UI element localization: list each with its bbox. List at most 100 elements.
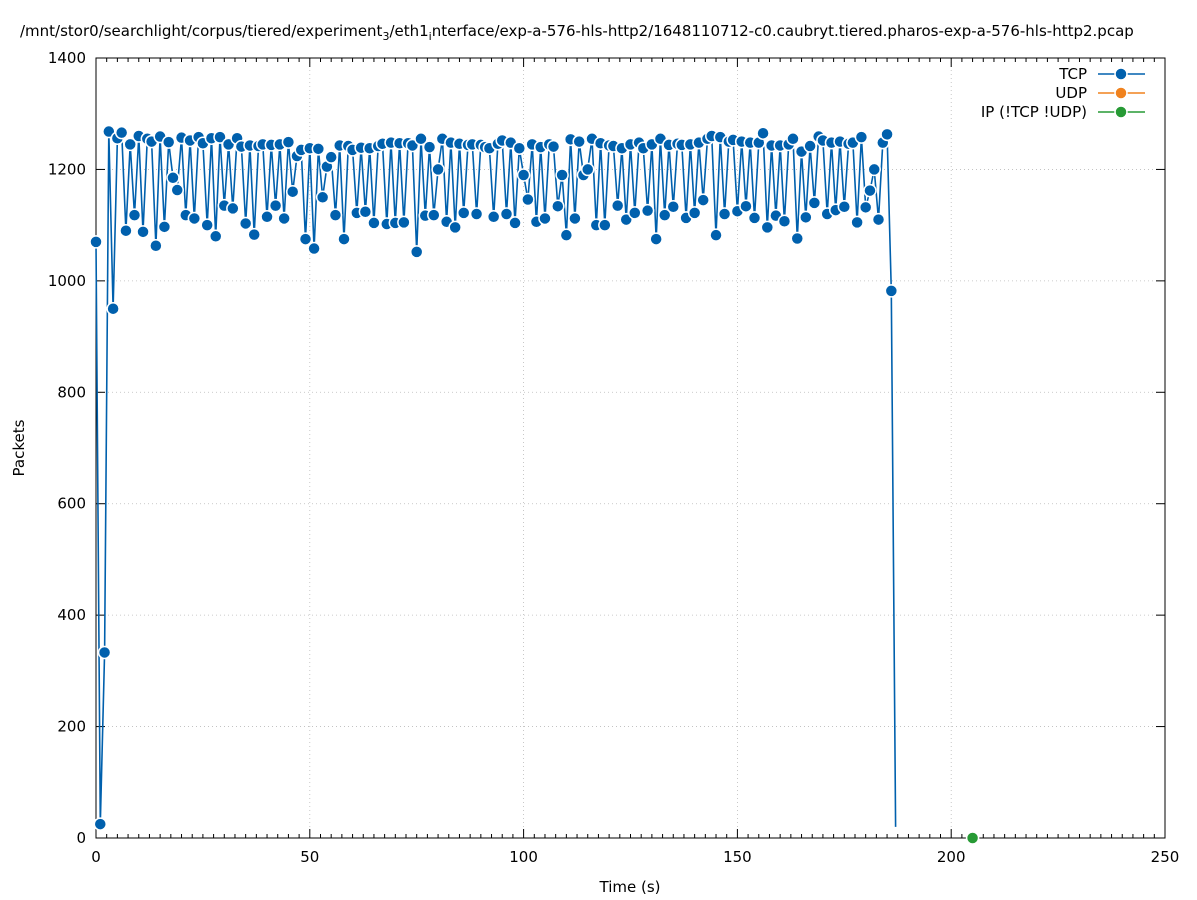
data-point (777, 214, 792, 228)
data-point (409, 245, 424, 259)
x-tick-label-3: 150 (723, 848, 752, 866)
data-point (871, 212, 886, 227)
y-tick-label-3: 600 (57, 495, 86, 513)
x-tick-label-4: 200 (937, 848, 966, 866)
data-point (315, 190, 330, 205)
data-point (867, 162, 881, 177)
data-point (880, 127, 894, 142)
data-point (337, 232, 351, 246)
data-point (512, 141, 527, 156)
data-point (93, 817, 108, 831)
data-point (298, 232, 313, 246)
y-tick-label-1: 200 (57, 718, 86, 736)
data-point (157, 220, 172, 234)
data-point (803, 139, 817, 153)
data-point (717, 207, 732, 221)
x-axis-label: Time (s) (599, 878, 661, 896)
legend-marker-1 (1114, 86, 1128, 100)
axis-tick-labels: 0 50 100 150 200 250 0 200 400 600 800 1000 1200 1400 (48, 49, 1180, 866)
data-point (508, 216, 522, 230)
data-point (213, 130, 227, 144)
data-point (551, 199, 565, 213)
y-tick-label-6: 1200 (48, 160, 86, 178)
data-point (516, 168, 531, 182)
series-0 (89, 124, 899, 831)
data-point (521, 192, 535, 207)
data-point (709, 228, 723, 242)
data-point (97, 645, 112, 660)
data-point (499, 207, 514, 221)
y-tick-label-7: 1400 (48, 49, 86, 67)
data-point (311, 142, 326, 156)
data-point (469, 207, 484, 221)
data-point (427, 208, 441, 222)
data-point (555, 168, 569, 182)
data-point (285, 184, 300, 199)
data-point (884, 284, 899, 298)
data-point (456, 206, 471, 220)
data-point (863, 183, 877, 198)
data-point (628, 206, 642, 220)
data-point (268, 198, 283, 213)
legend-label-0: TCP (1058, 65, 1087, 83)
data-point (200, 218, 214, 232)
y-tick-label-2: 400 (57, 606, 86, 624)
data-point (247, 227, 261, 242)
data-point (397, 215, 411, 230)
chart-title-subscript-1: 3 (382, 30, 389, 43)
data-point (610, 198, 625, 213)
data-point (486, 210, 501, 224)
data-point (739, 199, 753, 213)
data-point (546, 139, 561, 154)
data-point (281, 135, 296, 149)
data-point (136, 225, 150, 239)
data-point (580, 162, 595, 177)
data-point (854, 130, 869, 144)
x-tick-label-2: 100 (509, 848, 538, 866)
chart-title-subscript-2: i (429, 30, 432, 43)
y-tick-label-5: 1000 (48, 272, 86, 290)
legend-label-1: UDP (1055, 84, 1087, 102)
data-point (965, 831, 980, 845)
data-point (538, 211, 552, 226)
data-point (666, 200, 681, 214)
data-point (858, 200, 873, 215)
data-point (367, 216, 381, 230)
data-point (448, 220, 462, 235)
data-point (696, 193, 710, 207)
data-point (414, 132, 428, 146)
chart-title: /mnt/stor0/searchlight/corpus/tiered/exp… (20, 22, 1134, 43)
data-point (187, 211, 202, 226)
data-point (760, 220, 775, 235)
axis-ticks (95, 57, 1166, 839)
data-point (640, 203, 655, 218)
data-point (747, 211, 762, 225)
legend-label-2: IP (!TCP !UDP) (981, 103, 1087, 121)
chart-title-part-2: /eth1 (389, 22, 428, 40)
data-point (89, 235, 103, 249)
x-tick-label-0: 0 (91, 848, 101, 866)
data-point (208, 229, 223, 244)
data-point (106, 301, 120, 316)
series-2 (965, 831, 980, 845)
data-point (598, 218, 612, 232)
data-point (170, 183, 184, 197)
data-point (328, 208, 343, 222)
data-point (161, 135, 176, 149)
y-tick-label-0: 0 (76, 829, 86, 847)
data-point (756, 126, 770, 140)
x-tick-label-5: 250 (1151, 848, 1180, 866)
legend-entry-2: IP (!TCP !UDP) (981, 103, 1145, 121)
data-point (422, 140, 437, 154)
data-point (114, 125, 129, 140)
data-point (260, 210, 274, 224)
y-tick-label-4: 800 (57, 383, 86, 401)
data-point (149, 239, 163, 253)
data-point (649, 232, 663, 246)
data-point (568, 211, 582, 226)
legend-marker-2 (1114, 105, 1128, 119)
data-point (166, 171, 180, 185)
